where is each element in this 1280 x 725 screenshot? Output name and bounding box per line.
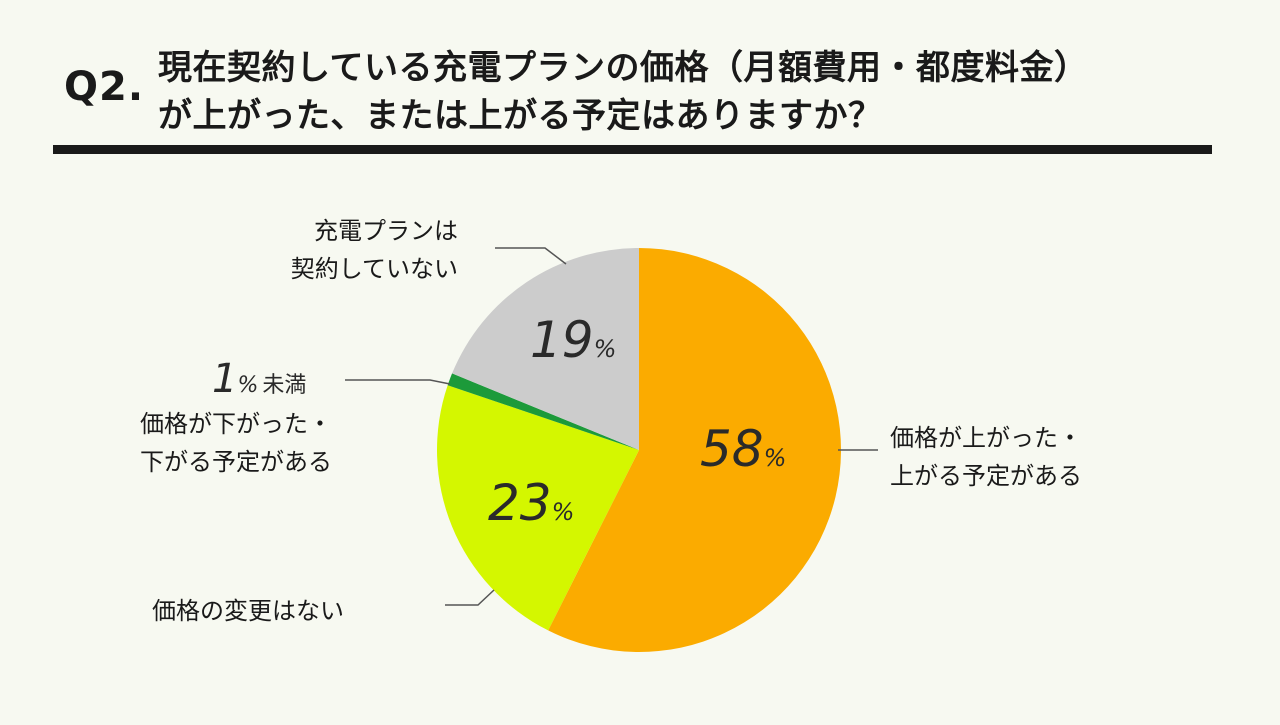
pct-symbol-nochange: %: [551, 498, 575, 526]
label-down-line1: 価格が下がった・: [140, 410, 332, 438]
leader-line-none: [495, 247, 567, 265]
pct-label-up: 58%: [700, 420, 786, 478]
pie-slice-down: [447, 373, 639, 450]
question-title-line2: が上がった、または上がる予定はありますか？: [158, 96, 883, 136]
pct-label-nochange: 23%: [488, 474, 574, 532]
question-number: Q2.: [64, 64, 145, 110]
label-up-line2: 上がる予定がある: [890, 462, 1082, 490]
pct-value-none: 19: [530, 311, 594, 369]
pct-symbol-up: %: [763, 444, 787, 472]
leader-line-down: [345, 379, 451, 385]
pct-note-down: 未満: [262, 373, 307, 398]
question-title-line1: 現在契約している充電プランの価格（月額費用・都度料金）: [158, 48, 1089, 88]
label-up: 価格が上がった・ 上がる予定がある: [890, 419, 1082, 495]
pct-value-nochange: 23: [488, 474, 552, 532]
question-header: Q2. 現在契約している充電プランの価格（月額費用・都度料金） が上がった、また…: [0, 0, 1280, 160]
title-divider: [53, 145, 1212, 154]
label-down-line2: 下がる予定がある: [140, 448, 332, 476]
label-nochange-line1: 価格の変更はない: [152, 597, 344, 625]
leader-lines: [345, 247, 878, 606]
pct-value-up: 58: [700, 420, 764, 478]
leader-line-nochange: [445, 589, 495, 606]
pct-symbol-down: %: [237, 373, 259, 398]
pct-symbol-none: %: [593, 335, 617, 363]
label-nochange: 価格の変更はない: [152, 592, 344, 630]
pie-slice-up: [548, 248, 841, 653]
pie-slice-nochange: [436, 385, 639, 631]
label-down: 価格が下がった・ 下がる予定がある: [140, 405, 332, 481]
label-none-line2: 契約していない: [290, 255, 458, 283]
pie-slices: [436, 247, 841, 653]
pct-value-down: 1: [212, 356, 238, 402]
pct-label-none: 19%: [530, 311, 616, 369]
label-none-line1: 充電プランは: [314, 217, 458, 245]
label-up-line1: 価格が上がった・: [890, 424, 1082, 452]
pct-label-down: 1% 未満: [212, 356, 306, 402]
pie-slice-none: [452, 247, 639, 450]
label-none: 充電プランは 契約していない: [291, 212, 458, 288]
